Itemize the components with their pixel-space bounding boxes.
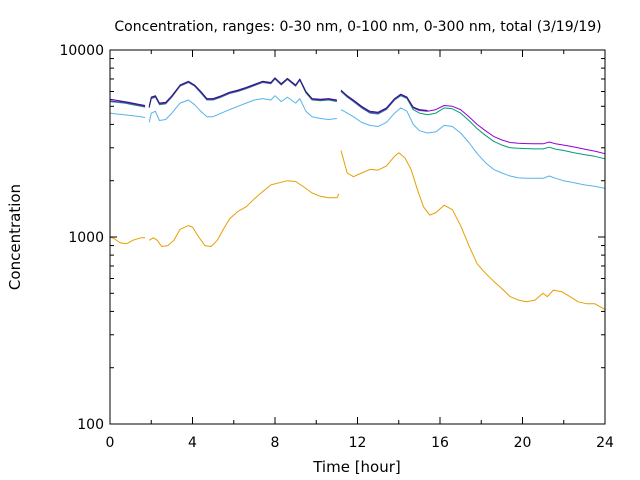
y-tick-label: 1000	[68, 230, 104, 246]
series-2-line	[109, 112, 146, 119]
series-4-line	[148, 77, 337, 108]
x-tick-label: 8	[271, 435, 280, 451]
series-1-line	[109, 236, 146, 245]
series-2-line	[148, 95, 337, 123]
series-1-line	[148, 180, 340, 247]
tick-layer: 0 4 8 12 16 20 24 100 1000 10000	[59, 43, 614, 451]
series-5-line	[109, 98, 146, 106]
series-4-line	[109, 100, 146, 107]
series-5-line	[340, 89, 428, 113]
x-tick-label: 0	[106, 435, 115, 451]
series-2-line	[340, 107, 606, 189]
chart-title: Concentration, ranges: 0-30 nm, 0-100 nm…	[114, 19, 601, 35]
series-layer	[109, 77, 606, 310]
series-3-line	[148, 78, 337, 109]
y-axis-label: Concentration	[6, 184, 24, 290]
x-tick-label: 24	[596, 435, 614, 451]
y-tick-label: 100	[77, 417, 104, 433]
series-1-line	[340, 150, 606, 310]
x-tick-label: 16	[431, 435, 449, 451]
x-tick-label: 4	[188, 435, 197, 451]
series-3-line	[109, 101, 146, 108]
x-tick-label: 20	[514, 435, 532, 451]
x-axis-label: Time [hour]	[312, 458, 401, 476]
x-tick-label: 12	[349, 435, 367, 451]
series-3-line	[340, 91, 606, 160]
series-4-line	[340, 90, 606, 155]
series-5-line	[148, 77, 337, 107]
plot-frame	[109, 49, 606, 425]
y-tick-label: 10000	[59, 43, 104, 59]
